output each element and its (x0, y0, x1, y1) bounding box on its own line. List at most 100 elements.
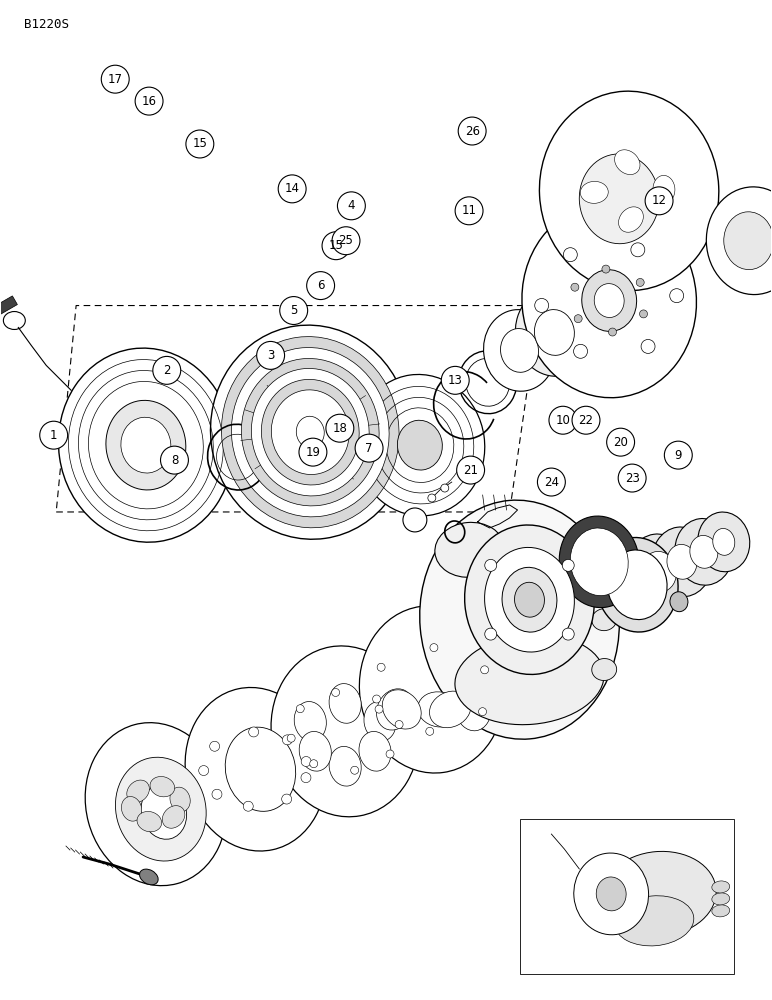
Ellipse shape (271, 646, 419, 817)
Ellipse shape (121, 417, 171, 473)
Circle shape (537, 468, 565, 496)
Text: 4: 4 (347, 199, 355, 212)
Circle shape (337, 192, 365, 220)
Ellipse shape (594, 284, 624, 317)
Ellipse shape (141, 785, 187, 839)
Circle shape (186, 130, 214, 158)
Circle shape (549, 406, 577, 434)
Circle shape (210, 741, 219, 751)
Ellipse shape (642, 551, 676, 592)
Circle shape (485, 559, 496, 571)
Text: 6: 6 (317, 279, 324, 292)
Ellipse shape (140, 869, 158, 885)
Ellipse shape (592, 559, 617, 581)
Ellipse shape (364, 702, 396, 741)
Text: 25: 25 (339, 234, 354, 247)
Ellipse shape (581, 181, 608, 203)
Circle shape (608, 328, 617, 336)
Circle shape (395, 721, 403, 728)
Circle shape (457, 456, 485, 484)
Bar (520, 819, 733, 974)
Text: 19: 19 (306, 446, 320, 459)
Text: 5: 5 (290, 304, 297, 317)
Ellipse shape (262, 379, 359, 485)
Ellipse shape (242, 358, 379, 506)
Ellipse shape (59, 348, 233, 542)
Circle shape (310, 760, 318, 768)
Ellipse shape (522, 203, 696, 398)
Circle shape (641, 339, 655, 353)
Circle shape (441, 484, 449, 492)
Ellipse shape (559, 516, 639, 608)
Ellipse shape (382, 690, 422, 729)
Circle shape (426, 727, 434, 735)
Ellipse shape (514, 582, 544, 617)
Circle shape (607, 428, 635, 456)
Ellipse shape (596, 538, 678, 632)
Circle shape (279, 297, 308, 324)
Ellipse shape (222, 337, 399, 528)
Circle shape (562, 559, 574, 571)
Text: 13: 13 (448, 374, 462, 387)
Circle shape (375, 705, 383, 713)
Ellipse shape (698, 512, 750, 572)
Circle shape (645, 187, 673, 215)
Ellipse shape (712, 893, 730, 905)
Circle shape (428, 494, 436, 502)
Ellipse shape (618, 207, 643, 232)
Text: 10: 10 (556, 414, 571, 427)
Text: 12: 12 (652, 194, 666, 207)
Ellipse shape (724, 212, 772, 270)
Circle shape (249, 727, 259, 737)
Circle shape (571, 283, 579, 291)
Ellipse shape (252, 368, 369, 496)
Circle shape (442, 366, 469, 394)
Text: 11: 11 (462, 204, 476, 217)
Ellipse shape (294, 702, 327, 741)
Ellipse shape (211, 325, 410, 539)
Circle shape (306, 272, 334, 300)
Circle shape (153, 356, 181, 384)
Circle shape (386, 750, 394, 758)
Ellipse shape (435, 522, 505, 577)
Ellipse shape (296, 416, 324, 448)
Text: 22: 22 (578, 414, 594, 427)
Ellipse shape (329, 684, 361, 723)
Ellipse shape (121, 797, 142, 821)
Ellipse shape (225, 727, 296, 811)
Text: 15: 15 (192, 137, 208, 150)
Circle shape (670, 289, 684, 303)
Ellipse shape (607, 550, 667, 620)
Ellipse shape (540, 91, 719, 291)
Circle shape (332, 688, 340, 696)
Circle shape (430, 644, 438, 652)
Circle shape (350, 766, 359, 774)
Circle shape (161, 446, 188, 474)
Circle shape (562, 628, 574, 640)
Ellipse shape (300, 731, 331, 771)
Text: 20: 20 (613, 436, 628, 449)
Circle shape (481, 666, 489, 674)
Circle shape (135, 87, 163, 115)
Ellipse shape (675, 519, 733, 585)
Ellipse shape (232, 348, 389, 517)
Circle shape (296, 705, 304, 713)
Text: 1: 1 (50, 429, 57, 442)
Ellipse shape (283, 401, 337, 463)
Ellipse shape (455, 688, 491, 731)
Ellipse shape (582, 270, 637, 331)
Ellipse shape (534, 310, 574, 355)
Ellipse shape (377, 689, 413, 730)
Circle shape (101, 65, 129, 93)
Ellipse shape (162, 806, 185, 828)
Circle shape (572, 406, 600, 434)
Text: 15: 15 (329, 239, 344, 252)
Ellipse shape (615, 896, 694, 946)
Circle shape (322, 232, 350, 260)
Circle shape (455, 197, 483, 225)
Text: 24: 24 (544, 476, 559, 489)
Ellipse shape (271, 390, 349, 475)
Text: 7: 7 (365, 442, 373, 455)
Ellipse shape (574, 853, 648, 935)
Circle shape (332, 227, 360, 255)
